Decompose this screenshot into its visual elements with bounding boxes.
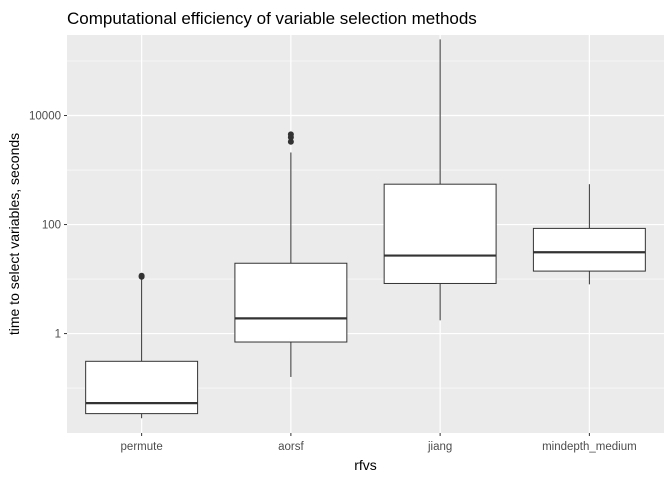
x-axis-title: rfvs [354, 457, 377, 473]
y-tick-label: 10000 [29, 111, 61, 123]
y-tick-label: 1 [55, 329, 61, 341]
outlier-point [138, 272, 145, 279]
boxes [85, 39, 646, 419]
box-iqr [383, 183, 497, 284]
y-axis-ticks: 1 100 10000 [29, 111, 67, 341]
box-jiang [383, 39, 497, 321]
x-tick-label: jiang [427, 441, 452, 453]
box-iqr [85, 360, 199, 415]
y-axis-title: time to select variables, seconds [6, 133, 22, 335]
x-tick-label: permute [121, 441, 163, 453]
y-tick-label: 100 [42, 220, 61, 232]
box-iqr [532, 227, 646, 272]
outlier-point [287, 138, 294, 145]
x-tick-label: mindepth_medium [542, 441, 637, 453]
x-axis-ticks: permute aorsf jiang mindepth_medium [121, 433, 637, 453]
x-tick-label: aorsf [278, 441, 304, 453]
chart-title: Computational efficiency of variable sel… [67, 9, 477, 28]
box-permute [85, 272, 199, 419]
box-aorsf [234, 131, 348, 377]
outlier-point [287, 131, 294, 138]
box-iqr [234, 262, 348, 343]
box-mindepth_medium [532, 184, 646, 285]
